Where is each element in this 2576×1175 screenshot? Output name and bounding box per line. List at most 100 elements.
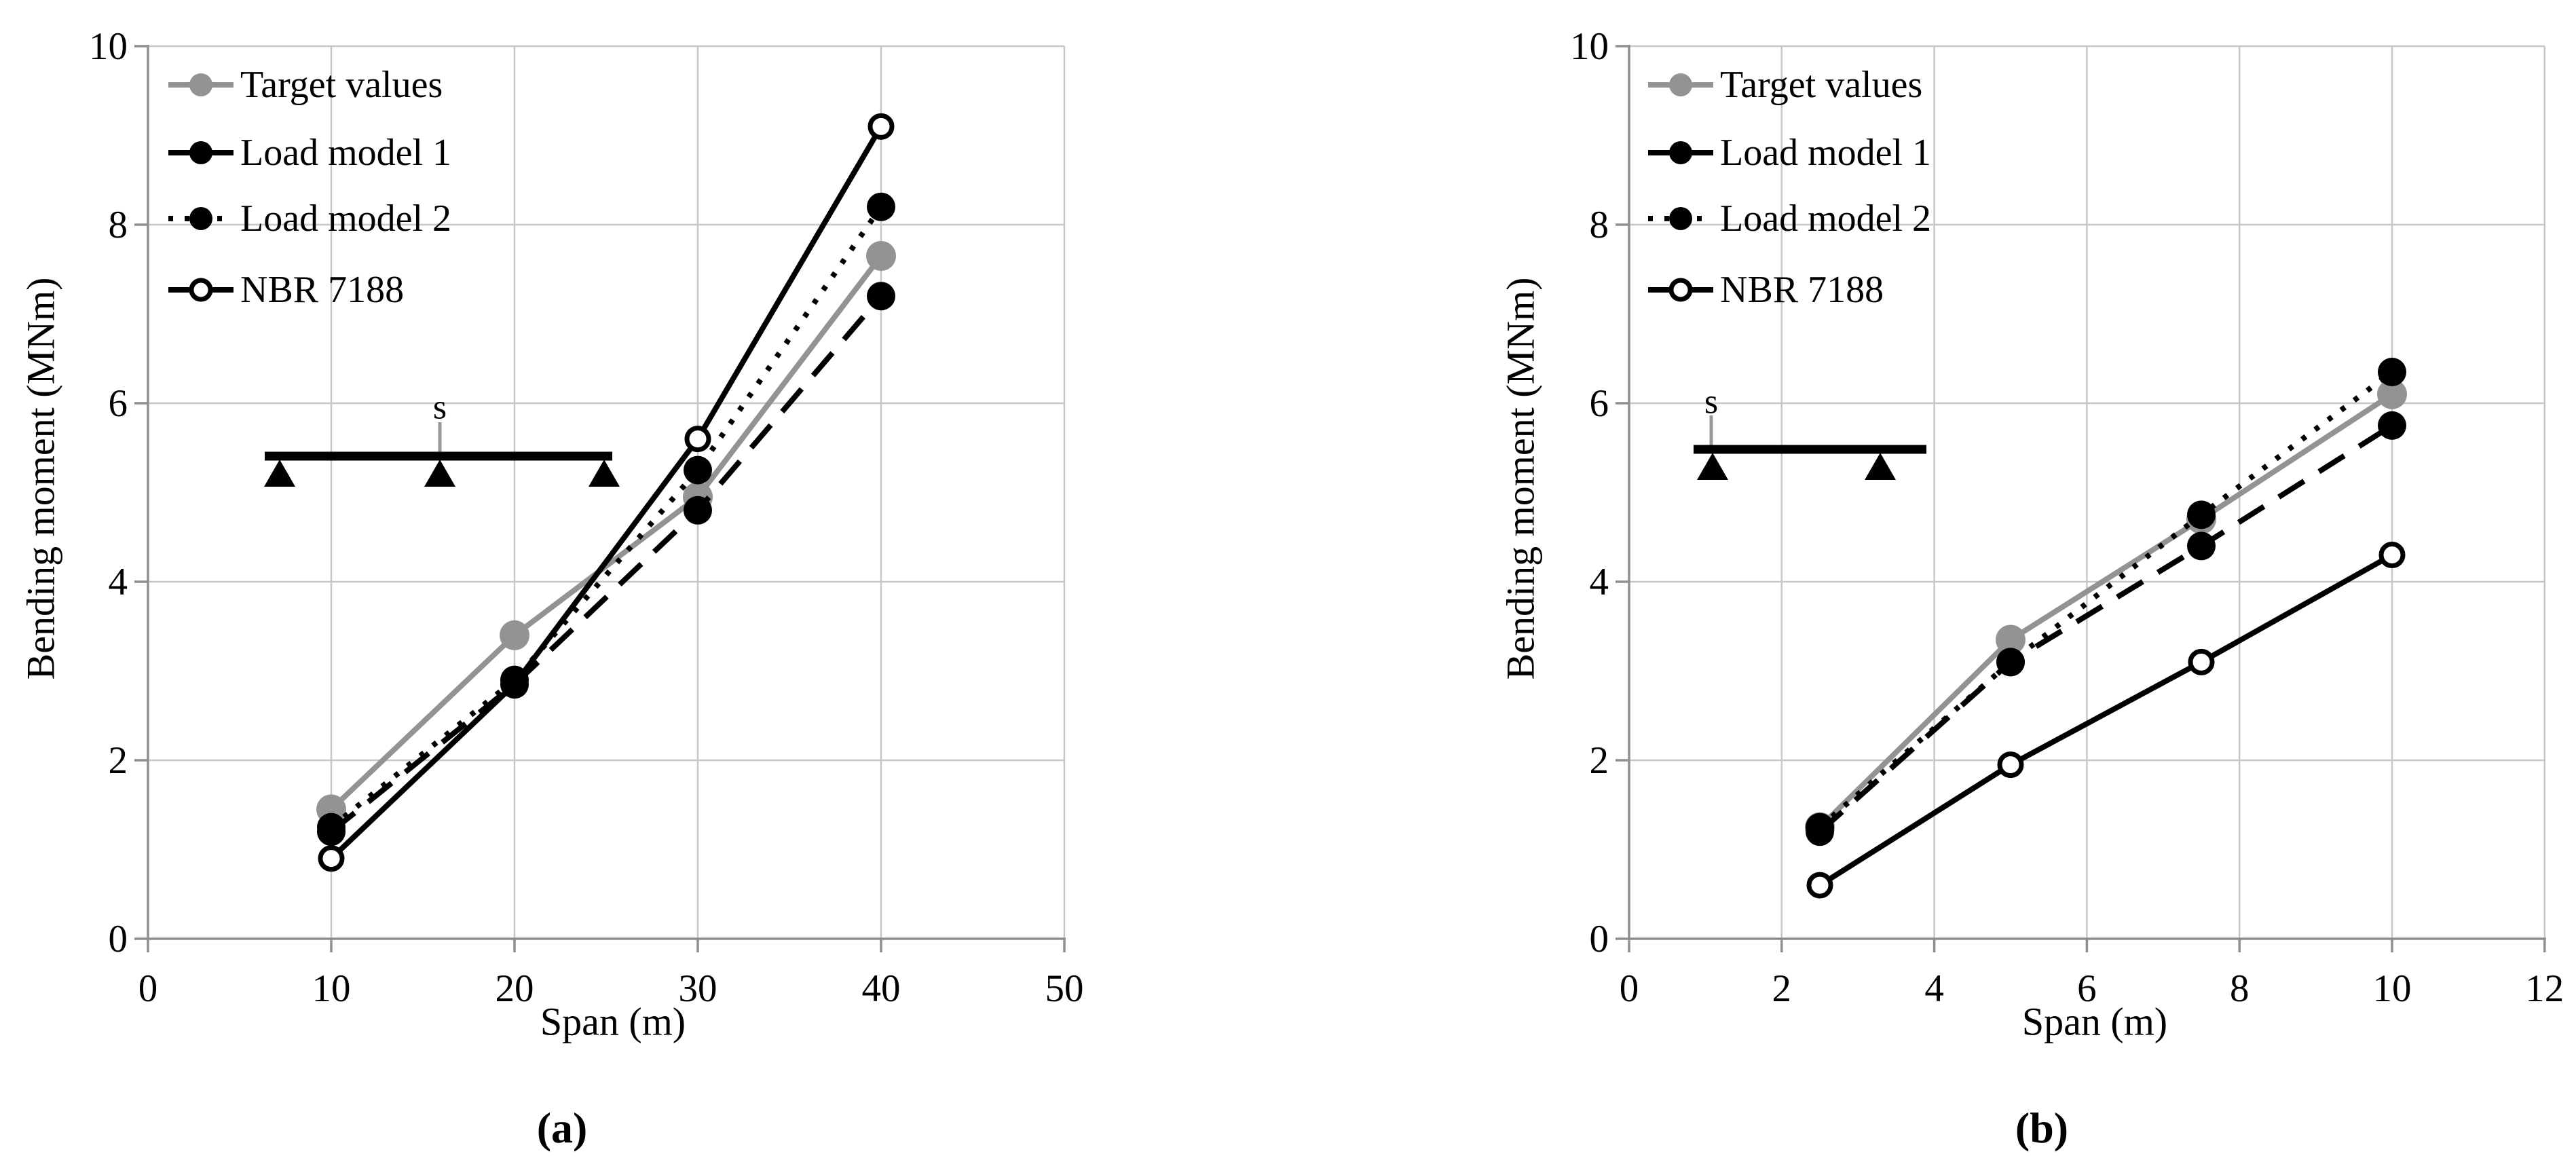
y-tick-label: 8 (109, 204, 128, 246)
legend-label: NBR 7188 (1720, 269, 1884, 311)
data-point-marker (2188, 648, 2215, 675)
beam-support-triangle (264, 460, 295, 487)
data-point-marker (684, 496, 712, 525)
legend-marker-target-values (1648, 73, 1713, 96)
y-axis-title-b: Bending moment (MNm) (1498, 277, 1543, 680)
gridlines-a (148, 45, 1066, 939)
y-tick-label: 6 (109, 382, 128, 425)
data-point-marker (1806, 872, 1833, 899)
legend-item-load-model-2: Load model 2 (1647, 198, 1932, 240)
data-point-marker (1997, 751, 2024, 779)
y-tick-label: 0 (109, 918, 128, 960)
data-point-marker (2377, 379, 2407, 409)
data-point-marker (1996, 624, 2026, 655)
data-point-marker (500, 620, 529, 650)
x-tick-label: 8 (2230, 967, 2250, 1010)
legend-marker-nbr-7188 (168, 278, 234, 302)
legend-label: Target values (1720, 64, 1923, 106)
y-tick-label: 0 (1590, 918, 1609, 960)
data-point-marker (1996, 648, 2025, 677)
beam-support-triangle (589, 460, 620, 487)
x-tick-label: 6 (2077, 967, 2097, 1010)
axes-a (134, 45, 1066, 952)
data-point-marker (2378, 411, 2406, 440)
beam-schematic-a (264, 422, 620, 487)
y-axis-title-a: Bending moment (MNm) (18, 277, 63, 680)
beam-support-triangle (424, 460, 455, 487)
y-tick-label: 10 (1570, 25, 1609, 68)
gridlines-b (1629, 45, 2546, 939)
legend-marker-load-model-1 (1648, 141, 1713, 164)
legend-label: Load model 1 (1720, 132, 1932, 174)
tick-labels-b: 0 2 4 6 8 10 12 0 2 4 6 8 10 (1570, 25, 2564, 1010)
legend-marker (189, 207, 212, 230)
legend-marker (1669, 73, 1692, 96)
beam-support-triangle (1865, 453, 1896, 480)
x-axis-title-b: Span (m) (2021, 999, 2168, 1044)
x-tick-label: 0 (1620, 967, 1639, 1010)
data-point-marker (2378, 357, 2406, 386)
series-a-target-values (316, 241, 896, 825)
subfigure-caption-b: (b) (2015, 1104, 2069, 1152)
y-tick-label: 2 (109, 739, 128, 782)
legend-label: NBR 7188 (240, 269, 405, 311)
legend-marker (1669, 207, 1692, 230)
series-line (1818, 392, 2394, 829)
series-line (329, 205, 884, 829)
legend-item-nbr-7188: NBR 7188 (167, 269, 405, 311)
legend-marker (1669, 141, 1692, 164)
data-point-marker (2187, 500, 2216, 529)
data-point-marker (867, 113, 895, 140)
x-tick-label: 10 (312, 967, 351, 1010)
data-point-marker (500, 665, 529, 694)
legend-item-load-model-1: Load model 1 (1647, 132, 1932, 174)
axes-b (1616, 45, 2546, 952)
series-b-load-model-2 (1806, 357, 2406, 842)
legend-item-nbr-7188: NBR 7188 (1647, 269, 1884, 311)
tick-labels-a: 0 10 20 30 40 50 0 2 4 6 8 10 (89, 25, 1084, 1010)
legend-marker-target-values (168, 73, 234, 96)
data-point-marker (1806, 813, 1834, 842)
x-tick-label: 30 (679, 967, 717, 1010)
legend-label: Target values (240, 64, 443, 106)
x-tick-label: 40 (862, 967, 901, 1010)
legend-label: Load model 1 (240, 132, 452, 174)
x-tick-label: 50 (1045, 967, 1084, 1010)
data-point-marker (866, 241, 896, 272)
data-point-marker (318, 845, 345, 872)
schematic-span-label-a: s (432, 388, 447, 427)
y-tick-label: 10 (89, 25, 128, 68)
x-axis-title-a: Span (m) (540, 999, 686, 1044)
legend-marker (1668, 278, 1693, 302)
series-line (1818, 423, 2394, 834)
legend-label: Load model 2 (1720, 198, 1932, 240)
beam-schematic-b (1694, 415, 1926, 480)
data-point-marker (684, 455, 712, 485)
legend-marker-load-model-2 (168, 207, 234, 230)
x-tick-label: 20 (496, 967, 534, 1010)
series-line (329, 294, 884, 834)
data-point-marker (867, 192, 895, 221)
legend-marker-load-model-1 (168, 141, 234, 164)
y-tick-label: 8 (1590, 204, 1609, 246)
y-tick-label: 6 (1590, 382, 1609, 425)
data-point-marker (2187, 531, 2216, 561)
series-b-nbr-7188 (1806, 542, 2406, 899)
legend-label: Load model 2 (240, 198, 452, 240)
x-tick-label: 12 (2525, 967, 2564, 1010)
legend-marker (189, 141, 212, 164)
legend-item-load-model-1: Load model 1 (167, 132, 452, 174)
legend-item-load-model-2: Load model 2 (167, 198, 452, 240)
legend-marker-nbr-7188 (1648, 278, 1713, 302)
series-line (1818, 553, 2393, 888)
series-b-load-model-1 (1806, 411, 2406, 846)
series-line (329, 254, 884, 812)
schematic-span-label-b: s (1704, 382, 1719, 422)
legend-item-target-values: Target values (167, 64, 443, 106)
legend-marker-load-model-2 (1648, 207, 1713, 230)
legend-item-target-values: Target values (1647, 64, 1923, 106)
data-point-marker (317, 813, 346, 842)
data-point-marker (867, 282, 895, 311)
